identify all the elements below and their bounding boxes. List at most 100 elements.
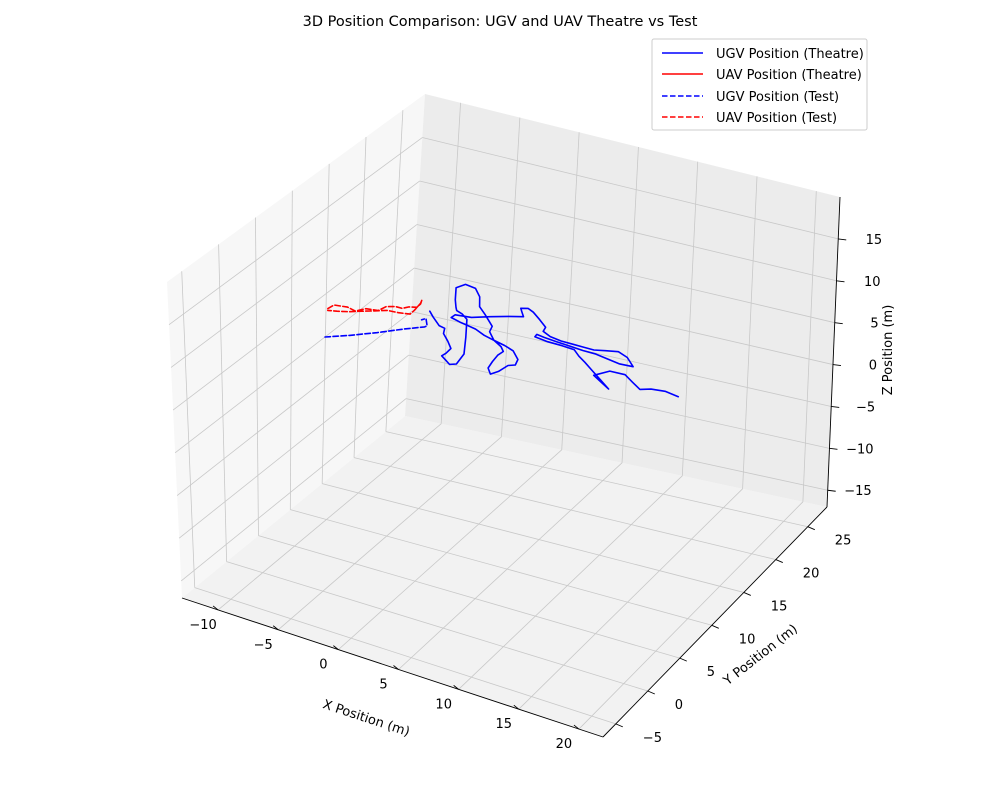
z-tick-label: 15 bbox=[866, 233, 883, 248]
chart-title: 3D Position Comparison: UGV and UAV Thea… bbox=[303, 14, 698, 30]
grid-line-z-back bbox=[414, 267, 834, 365]
grid-line-y-floor bbox=[258, 535, 680, 659]
z-tick-label: 5 bbox=[870, 317, 878, 332]
grid-line-y-left bbox=[385, 110, 404, 432]
y-tick-mark bbox=[775, 559, 783, 563]
grid-line-y-left bbox=[255, 217, 259, 536]
legend-frame bbox=[651, 38, 868, 131]
z-tick-label: −5 bbox=[856, 401, 875, 416]
z-axis-line bbox=[826, 196, 841, 508]
grid-line-y-left bbox=[321, 163, 330, 484]
z-tick-mark bbox=[829, 447, 838, 450]
grid-line-x-back bbox=[742, 176, 758, 489]
floor-pane bbox=[182, 416, 827, 737]
z-tick-mark bbox=[827, 489, 836, 492]
tick-labels: −10 −5 0 5 10 15 20 −5 0 5 10 15 20 25 −15 −10 −5 0 5 10 15 bbox=[189, 233, 882, 752]
y-tick-mark bbox=[615, 723, 623, 728]
grid-line-y-floor bbox=[194, 587, 616, 725]
z-tick-label: 10 bbox=[864, 275, 881, 290]
grid-line-x-floor bbox=[578, 501, 804, 730]
y-tick-mark bbox=[807, 526, 815, 531]
z-tick-mark bbox=[836, 280, 845, 283]
grid-line-z-left bbox=[174, 267, 415, 454]
back-wall-pane bbox=[405, 94, 840, 507]
grid-line-z-back bbox=[405, 398, 828, 491]
grid-line-x-floor bbox=[398, 462, 623, 670]
grid-line-y-left bbox=[181, 271, 196, 588]
grid-line-x-floor bbox=[338, 449, 563, 650]
axis-lines bbox=[181, 196, 841, 738]
grid-line-z-left bbox=[170, 180, 420, 368]
grid-line-y-floor bbox=[322, 483, 744, 593]
grid-line-z-left bbox=[180, 398, 407, 582]
grid-line-z-left bbox=[176, 311, 412, 496]
legend: UGV Position (Theatre) UAV Position (The… bbox=[651, 38, 868, 131]
left-wall-pane bbox=[167, 94, 425, 598]
y-axis-label: Y Position (m) bbox=[720, 622, 801, 690]
z-tick-label: −10 bbox=[846, 442, 873, 457]
axis-panes bbox=[167, 94, 840, 737]
grid-line-x-back bbox=[561, 132, 580, 450]
x-tick-mark bbox=[212, 605, 219, 611]
series-layer bbox=[324, 283, 680, 398]
x-axis-line bbox=[181, 597, 604, 738]
y-tick-label: 0 bbox=[675, 698, 683, 713]
z-tick-mark bbox=[831, 406, 840, 408]
grid-line-z-left bbox=[172, 224, 418, 411]
y-tick-label: 5 bbox=[707, 665, 715, 680]
x-tick-label: 15 bbox=[496, 717, 513, 732]
grid-line-z-back bbox=[411, 311, 832, 407]
grid-line-z-left bbox=[178, 354, 410, 539]
y-axis-line bbox=[602, 506, 828, 738]
z-axis-label: Z Position (m) bbox=[881, 305, 896, 396]
grid-line-z-left bbox=[168, 137, 423, 326]
series-line-3 bbox=[326, 299, 423, 315]
grid-line-x-floor bbox=[277, 436, 502, 631]
grid-line-z-back bbox=[416, 224, 835, 324]
grid-line-x-back bbox=[621, 146, 639, 463]
grid-line-x-floor bbox=[518, 488, 743, 710]
x-tick-mark bbox=[453, 684, 459, 690]
x-tick-label: −10 bbox=[189, 618, 216, 633]
x-tick-mark bbox=[272, 625, 279, 631]
grid-line-y-left bbox=[353, 136, 367, 458]
z-tick-label: −15 bbox=[844, 484, 871, 499]
grid-line-y-floor bbox=[290, 509, 712, 626]
x-tick-mark bbox=[333, 645, 339, 650]
grid-line-x-back bbox=[681, 161, 699, 476]
z-tick-mark bbox=[838, 238, 847, 241]
x-tick-label: −5 bbox=[254, 638, 273, 653]
y-tick-mark bbox=[679, 657, 687, 662]
y-tick-label: 20 bbox=[803, 567, 820, 582]
y-tick-label: 10 bbox=[739, 632, 756, 647]
x-tick-mark bbox=[393, 665, 399, 670]
x-tick-label: 0 bbox=[319, 658, 327, 673]
grid-line-x-floor bbox=[458, 475, 683, 690]
grid-line-y-left bbox=[289, 190, 293, 510]
x-tick-mark bbox=[573, 724, 580, 730]
grid-line-z-back bbox=[422, 137, 839, 240]
grid-line-x-back bbox=[501, 117, 521, 437]
x-tick-label: 5 bbox=[379, 678, 387, 693]
z-tick-mark bbox=[834, 322, 843, 325]
grid-line-x-back bbox=[440, 102, 461, 424]
grid-line-z-back bbox=[408, 354, 830, 449]
grid-line-x-floor bbox=[217, 423, 442, 611]
grid-line-y-floor bbox=[385, 431, 808, 528]
grid-line-y-floor bbox=[353, 457, 776, 560]
y-tick-mark bbox=[711, 624, 719, 629]
grid-line-y-floor bbox=[226, 561, 648, 692]
y-tick-label: −5 bbox=[643, 731, 662, 746]
x-tick-label: 10 bbox=[435, 697, 452, 712]
legend-label-ugv-test: UGV Position (Test) bbox=[716, 90, 839, 105]
z-tick-mark bbox=[832, 364, 842, 367]
series-line-2 bbox=[324, 317, 428, 338]
series-line-0 bbox=[428, 283, 680, 398]
grid-line-y-left bbox=[218, 244, 227, 562]
grid-line-x-back bbox=[802, 191, 817, 502]
z-tick-label: 0 bbox=[869, 359, 877, 374]
y-tick-mark bbox=[647, 690, 655, 695]
legend-label-uav-test: UAV Position (Test) bbox=[716, 111, 837, 126]
grid-line-z-back bbox=[419, 180, 837, 282]
